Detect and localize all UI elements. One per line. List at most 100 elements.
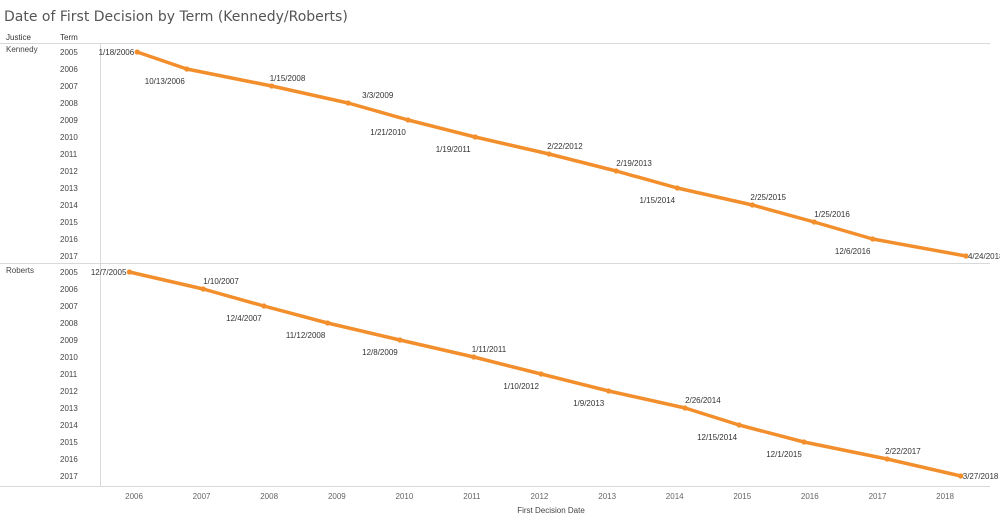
x-axis: 2006 2007 2008 2009 2010 2011 2012 2013 2014 2015… — [125, 492, 954, 501]
term-label: 2009 — [60, 336, 78, 345]
data-label: 12/8/2009 — [362, 348, 398, 357]
term-label: 2017 — [60, 472, 78, 481]
term-label: 2014 — [60, 201, 78, 210]
row-header-justice: Justice — [6, 33, 31, 42]
term-label: 2005 — [60, 48, 78, 57]
data-point — [200, 286, 206, 292]
data-point — [538, 371, 544, 377]
panel-roberts: Roberts 2005 2006 2007 2008 2009 2010 2011 2012 2… — [0, 263, 999, 481]
term-label: 2005 — [60, 268, 78, 277]
term-label: 2016 — [60, 235, 78, 244]
data-point — [674, 185, 680, 191]
data-label: 12/15/2014 — [697, 433, 738, 442]
chart-panels: Kennedy 2005 2006 2007 2008 2009 2010 2011 2012 2… — [0, 44, 1000, 487]
data-point — [606, 388, 612, 394]
justice-label: Kennedy — [6, 45, 38, 54]
data-point — [472, 134, 478, 140]
data-label: 2/25/2015 — [750, 193, 786, 202]
data-label: 12/7/2005 — [91, 268, 127, 277]
x-tick-label: 2015 — [733, 492, 751, 501]
term-label: 2010 — [60, 353, 78, 362]
data-label: 1/10/2007 — [203, 277, 239, 286]
term-label: 2008 — [60, 319, 78, 328]
term-label: 2015 — [60, 218, 78, 227]
data-label: 2/22/2012 — [547, 142, 583, 151]
data-label: 3/3/2009 — [362, 91, 394, 100]
data-point — [184, 66, 190, 72]
data-label: 1/25/2016 — [814, 210, 850, 219]
series-line-roberts — [127, 270, 963, 478]
x-tick-label: 2010 — [395, 492, 413, 501]
data-point — [261, 303, 267, 309]
x-axis-label: First Decision Date — [517, 506, 585, 515]
data-label: 12/6/2016 — [835, 247, 871, 256]
data-label: 1/10/2012 — [503, 382, 539, 391]
term-label: 2015 — [60, 438, 78, 447]
term-label: 2006 — [60, 285, 78, 294]
data-label: 4/24/2018 — [968, 252, 1000, 261]
term-label: 2008 — [60, 99, 78, 108]
data-label: 2/26/2014 — [685, 396, 721, 405]
x-tick-label: 2014 — [666, 492, 684, 501]
term-label: 2006 — [60, 65, 78, 74]
data-point — [749, 202, 756, 208]
x-tick-label: 2013 — [598, 492, 616, 501]
x-tick-label: 2012 — [531, 492, 549, 501]
term-label: 2016 — [60, 455, 78, 464]
data-point — [884, 456, 890, 462]
term-label: 2013 — [60, 404, 78, 413]
x-tick-label: 2018 — [936, 492, 954, 501]
data-point — [811, 219, 817, 225]
data-point — [682, 405, 688, 411]
data-point — [269, 83, 275, 89]
panel-kennedy: Kennedy 2005 2006 2007 2008 2009 2010 2011 2012 2… — [6, 45, 1000, 261]
x-tick-label: 2009 — [328, 492, 346, 501]
term-label: 2013 — [60, 184, 78, 193]
x-tick-label: 2016 — [801, 492, 819, 501]
data-point — [324, 320, 331, 326]
data-point — [405, 117, 411, 123]
data-point — [134, 49, 140, 55]
x-tick-label: 2007 — [193, 492, 211, 501]
data-point — [126, 269, 133, 275]
data-point — [736, 422, 742, 428]
data-point — [801, 439, 807, 445]
data-label: 12/1/2015 — [766, 450, 802, 459]
data-label: 2/19/2013 — [616, 159, 652, 168]
data-point — [613, 168, 619, 174]
term-label: 2012 — [60, 167, 78, 176]
term-label: 2012 — [60, 387, 78, 396]
data-point — [963, 253, 969, 259]
term-label: 2014 — [60, 421, 78, 430]
data-label: 1/21/2010 — [370, 128, 406, 137]
x-tick-label: 2006 — [125, 492, 143, 501]
term-label: 2007 — [60, 302, 78, 311]
x-tick-label: 2008 — [260, 492, 278, 501]
data-point — [471, 354, 477, 360]
data-point — [345, 100, 351, 106]
data-point — [397, 337, 403, 343]
data-label: 3/27/2018 — [963, 472, 999, 481]
data-label: 11/12/2008 — [286, 331, 326, 340]
data-point — [546, 151, 552, 157]
term-label: 2011 — [60, 370, 78, 379]
data-label: 1/15/2008 — [270, 74, 306, 83]
data-label: 1/15/2014 — [640, 196, 676, 205]
data-label: 1/9/2013 — [573, 399, 605, 408]
term-label: 2017 — [60, 252, 78, 261]
data-point — [958, 473, 964, 479]
justice-label: Roberts — [6, 266, 34, 275]
term-label: 2009 — [60, 116, 78, 125]
term-label: 2011 — [60, 150, 78, 159]
data-label: 1/19/2011 — [436, 145, 472, 154]
term-label: 2010 — [60, 133, 78, 142]
x-tick-label: 2017 — [869, 492, 887, 501]
data-label: 10/13/2006 — [145, 77, 186, 86]
data-point — [870, 236, 876, 242]
term-label: 2007 — [60, 82, 78, 91]
data-label: 1/18/2006 — [99, 48, 135, 57]
chart-title: Date of First Decision by Term (Kennedy/… — [4, 9, 348, 25]
x-tick-label: 2011 — [463, 492, 481, 501]
data-label: 12/4/2007 — [226, 314, 262, 323]
